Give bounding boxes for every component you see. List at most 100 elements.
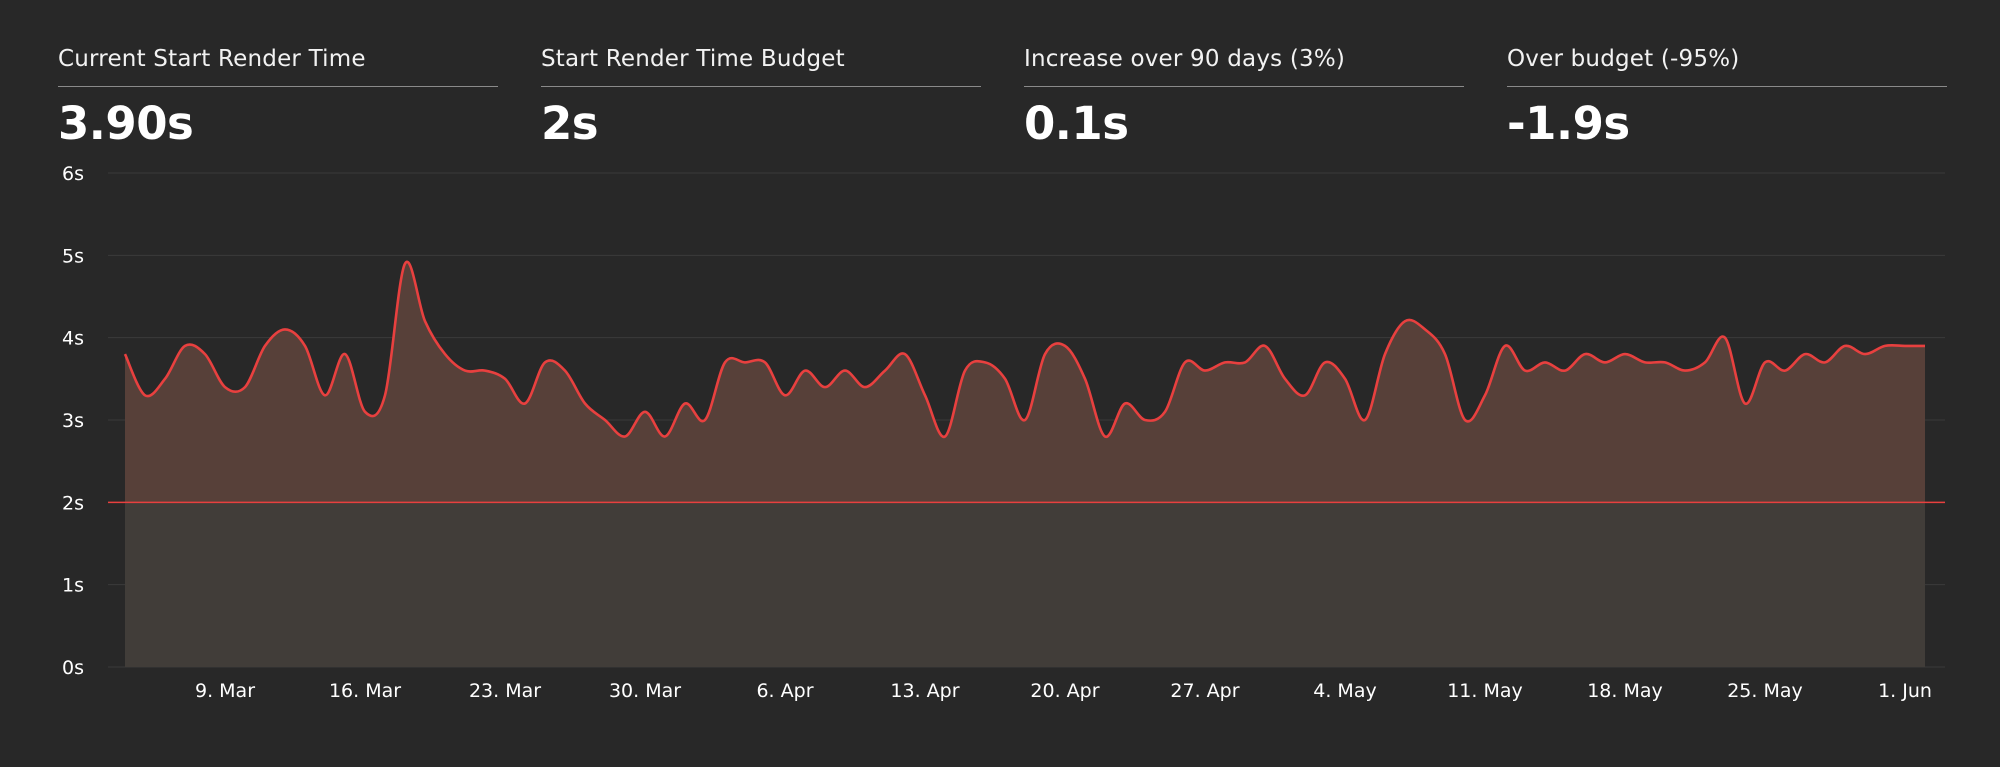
data-point bbox=[1924, 345, 1926, 347]
data-point bbox=[304, 345, 306, 347]
data-point bbox=[1464, 419, 1466, 421]
x-tick-label: 30. Mar bbox=[609, 680, 681, 702]
stat-value: 0.1s bbox=[1024, 97, 1129, 150]
data-point bbox=[544, 361, 546, 363]
stat-increase-90-days: Increase over 90 days (3%) 0.1s bbox=[1024, 44, 1464, 151]
data-point bbox=[1064, 345, 1066, 347]
data-point bbox=[1104, 435, 1106, 437]
data-point bbox=[1764, 361, 1766, 363]
data-point bbox=[1124, 402, 1126, 404]
data-point bbox=[264, 345, 266, 347]
data-point bbox=[1484, 394, 1486, 396]
data-point bbox=[1084, 378, 1086, 380]
stat-label: Start Render Time Budget bbox=[541, 46, 845, 72]
data-point bbox=[344, 353, 346, 355]
stat-start-render-budget: Start Render Time Budget 2s bbox=[541, 44, 981, 151]
data-point bbox=[824, 386, 826, 388]
data-point bbox=[204, 353, 206, 355]
data-point bbox=[384, 394, 386, 396]
data-point bbox=[144, 394, 146, 396]
data-point bbox=[1564, 369, 1566, 371]
y-tick-label: 0s bbox=[62, 657, 84, 679]
data-point bbox=[1344, 378, 1346, 380]
data-point bbox=[1904, 345, 1906, 347]
data-point bbox=[1264, 345, 1266, 347]
stats-row: Current Start Render Time 3.90s Start Re… bbox=[58, 44, 1947, 154]
data-point bbox=[684, 402, 686, 404]
data-point bbox=[1804, 353, 1806, 355]
data-point bbox=[1684, 369, 1686, 371]
stat-label: Current Start Render Time bbox=[58, 46, 366, 72]
x-tick-label: 18. May bbox=[1587, 680, 1663, 702]
x-tick-label: 25. May bbox=[1727, 680, 1803, 702]
data-point bbox=[1864, 353, 1866, 355]
data-point bbox=[784, 394, 786, 396]
data-point bbox=[1304, 394, 1306, 396]
data-point bbox=[1204, 369, 1206, 371]
data-point bbox=[944, 435, 946, 437]
data-point bbox=[564, 369, 566, 371]
data-point bbox=[504, 378, 506, 380]
data-point bbox=[1224, 361, 1226, 363]
data-point bbox=[1544, 361, 1546, 363]
area-under-budget bbox=[125, 502, 1925, 667]
stat-divider bbox=[1024, 86, 1464, 87]
stat-current-start-render: Current Start Render Time 3.90s bbox=[58, 44, 498, 151]
data-point bbox=[464, 369, 466, 371]
y-tick-label: 6s bbox=[62, 163, 84, 185]
data-point bbox=[404, 262, 406, 264]
data-point bbox=[1584, 353, 1586, 355]
x-tick-label: 11. May bbox=[1447, 680, 1523, 702]
data-point bbox=[224, 386, 226, 388]
data-point bbox=[1404, 320, 1406, 322]
y-tick-label: 2s bbox=[62, 492, 84, 514]
data-point bbox=[1664, 361, 1666, 363]
data-point bbox=[1004, 378, 1006, 380]
data-point bbox=[1444, 353, 1446, 355]
x-tick-label: 1. Jun bbox=[1878, 680, 1932, 702]
stat-label: Increase over 90 days (3%) bbox=[1024, 46, 1346, 72]
stat-value: 3.90s bbox=[58, 97, 194, 150]
data-point bbox=[1524, 369, 1526, 371]
data-point bbox=[644, 411, 646, 413]
stat-value: -1.9s bbox=[1507, 97, 1630, 150]
data-point bbox=[324, 394, 326, 396]
data-point bbox=[604, 419, 606, 421]
data-point bbox=[284, 328, 286, 330]
data-point bbox=[1324, 361, 1326, 363]
data-point bbox=[1724, 337, 1726, 339]
data-point bbox=[904, 353, 906, 355]
data-point bbox=[1164, 411, 1166, 413]
data-point bbox=[424, 320, 426, 322]
data-point bbox=[524, 402, 526, 404]
data-point bbox=[184, 345, 186, 347]
x-tick-label: 6. Apr bbox=[756, 680, 813, 702]
data-point bbox=[764, 361, 766, 363]
data-point bbox=[804, 369, 806, 371]
data-point bbox=[1784, 369, 1786, 371]
data-point bbox=[664, 435, 666, 437]
data-point bbox=[924, 394, 926, 396]
data-point bbox=[584, 402, 586, 404]
data-point bbox=[1704, 361, 1706, 363]
data-point bbox=[124, 353, 126, 355]
data-point bbox=[1184, 361, 1186, 363]
data-point bbox=[1024, 419, 1026, 421]
x-tick-label: 9. Mar bbox=[195, 680, 255, 702]
x-tick-label: 4. May bbox=[1313, 680, 1376, 702]
data-point bbox=[1384, 353, 1386, 355]
x-tick-label: 16. Mar bbox=[329, 680, 401, 702]
y-tick-label: 3s bbox=[62, 410, 84, 432]
data-point bbox=[744, 361, 746, 363]
data-point bbox=[1244, 361, 1246, 363]
data-point bbox=[164, 378, 166, 380]
y-tick-label: 1s bbox=[62, 575, 84, 597]
data-point bbox=[444, 353, 446, 355]
stat-divider bbox=[58, 86, 498, 87]
data-point bbox=[884, 369, 886, 371]
x-tick-label: 27. Apr bbox=[1170, 680, 1239, 702]
data-point bbox=[1604, 361, 1606, 363]
data-point bbox=[1504, 345, 1506, 347]
data-point bbox=[1884, 345, 1886, 347]
